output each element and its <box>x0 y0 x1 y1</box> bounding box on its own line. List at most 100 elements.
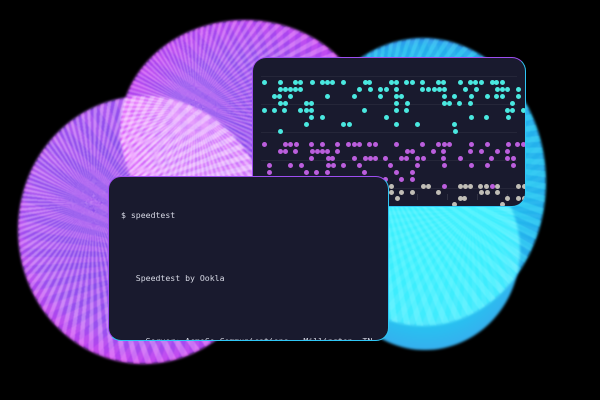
dotplot-dot <box>457 196 463 201</box>
dotplot-dot <box>303 108 309 113</box>
dotplot-dot <box>394 101 400 106</box>
dotplot-dot <box>277 94 283 99</box>
dotplot-dot <box>330 163 336 168</box>
dotplot-dot <box>451 122 457 127</box>
dotplot-dot <box>308 108 314 113</box>
dotplot-dot <box>271 108 277 113</box>
dotplot-dot <box>320 142 326 147</box>
dotplot-dot <box>494 80 500 85</box>
dotplot-dot <box>520 108 525 113</box>
dotplot-dot <box>330 156 336 161</box>
dotplot-dot <box>282 142 288 147</box>
dotplot-dot <box>283 149 289 154</box>
dotplot-dot <box>451 202 457 206</box>
dotplot-dot <box>441 142 447 147</box>
dotplot-dot <box>309 142 315 147</box>
dotplot-dot <box>404 149 410 154</box>
dotplot-dot <box>282 101 288 106</box>
dotplot-dot <box>420 142 426 147</box>
dotplot-dot <box>510 101 516 106</box>
dotplot-dot <box>309 149 315 154</box>
dotplot-dot <box>516 87 522 92</box>
dotplot-dot <box>420 87 426 92</box>
dotplot-dot <box>298 80 304 85</box>
dotplot-dot <box>467 184 473 189</box>
dotplot-dot <box>288 163 294 168</box>
dotplot-dot <box>399 190 405 195</box>
dotplot-dot <box>304 101 310 106</box>
dotplot-dot <box>410 149 416 154</box>
dotplot-dot <box>495 190 501 195</box>
dotplot-dot <box>458 156 464 161</box>
dotplot-dot <box>452 94 458 99</box>
dotplot-dot <box>441 163 447 168</box>
dotplot-dot <box>457 80 463 85</box>
dotplot-dot <box>446 101 452 106</box>
dotplot-dot <box>346 122 352 127</box>
terminal-line: Server: AcmeCo Communications - Millingt… <box>121 335 373 341</box>
dotplot-dot <box>362 108 368 113</box>
dotplot-dot <box>325 163 331 168</box>
terminal-gap-1 <box>121 244 378 250</box>
dotplot-dot <box>436 87 442 92</box>
dotplot-dot <box>308 156 314 161</box>
dotplot-dot <box>421 184 427 189</box>
dotplot-dot <box>293 142 299 147</box>
dotplot-tick <box>477 194 478 200</box>
dotplot-dot <box>335 142 341 147</box>
dotplot-dot <box>271 94 277 99</box>
dotplot-dot <box>292 149 298 154</box>
dotplot-dot <box>324 80 330 85</box>
dotplot-dot <box>442 87 448 92</box>
dotplot-dot <box>393 87 399 92</box>
dotplot-dot <box>505 196 511 201</box>
dotplot-dot <box>511 163 517 168</box>
dotplot-dot <box>394 196 400 201</box>
dotplot-dot <box>479 149 485 154</box>
dotplot-dot <box>393 142 399 147</box>
dotplot-dot <box>447 142 453 147</box>
dotplot-dot <box>352 94 358 99</box>
dotplot-dot <box>494 184 500 189</box>
dotplot-dot <box>484 190 490 195</box>
dotplot-dot <box>293 80 299 85</box>
dotplot-dot <box>520 142 525 147</box>
dotplot-dot <box>266 170 272 175</box>
dotplot-dot <box>394 122 400 127</box>
dotplot-dot <box>521 196 525 201</box>
dotplot-dot <box>441 149 447 154</box>
dotplot-dot <box>309 80 315 85</box>
dotplot-dot <box>441 80 447 85</box>
dotplot-dot <box>505 108 511 113</box>
dotplot-dot <box>383 115 389 120</box>
dotplot-dot <box>499 202 505 206</box>
dotplot-dot <box>404 101 410 106</box>
dotplot-dot <box>367 142 373 147</box>
dotplot-dot <box>277 101 283 106</box>
dotplot-dot <box>516 184 522 189</box>
dotplot-dot <box>287 142 293 147</box>
dotplot-dot <box>510 108 516 113</box>
dotplot-dot <box>499 80 505 85</box>
dotplot-dot <box>372 142 378 147</box>
terminal-panel[interactable]: $ speedtest Speedtest by Ookla Server: A… <box>108 176 389 341</box>
dotplot-dot <box>516 94 522 99</box>
dotplot-dot <box>320 115 326 120</box>
dotplot-dot <box>340 122 346 127</box>
dotplot-dot <box>463 184 469 189</box>
dotplot-dot <box>277 149 283 154</box>
dotplot-dot <box>404 108 410 113</box>
dotplot-dot <box>505 156 511 161</box>
dotplot-dot <box>393 94 399 99</box>
dotplot-dot <box>473 87 479 92</box>
dotplot-dot <box>463 87 469 92</box>
dotplot-dot <box>325 94 331 99</box>
dotplot-dot <box>441 156 447 161</box>
dotplot-dot <box>484 163 490 168</box>
dotplot-gridline <box>261 188 517 189</box>
terminal-prompt-line: $ speedtest <box>121 209 176 220</box>
dotplot-dot <box>495 149 501 154</box>
dotplot-dot <box>494 87 500 92</box>
dotplot-dot <box>378 94 384 99</box>
dotplot-dot <box>404 156 410 161</box>
